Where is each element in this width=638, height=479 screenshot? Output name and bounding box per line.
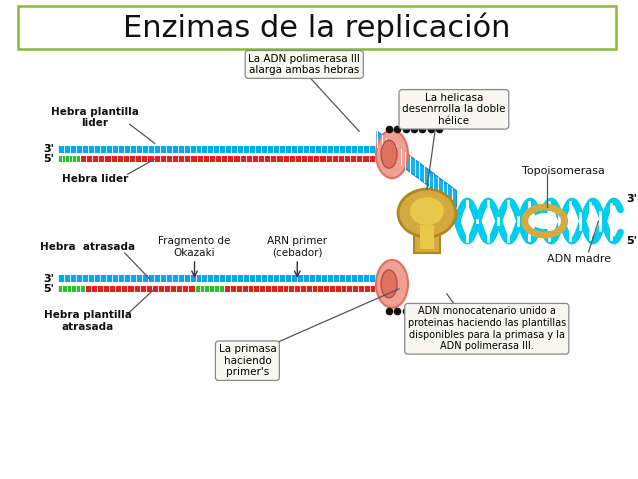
Bar: [58, 156, 80, 162]
Text: 5': 5': [627, 236, 637, 246]
Bar: [195, 286, 225, 292]
Polygon shape: [377, 131, 457, 207]
Text: Enzimas de la replicación: Enzimas de la replicación: [124, 12, 511, 43]
Bar: [58, 275, 387, 283]
Bar: [225, 286, 387, 292]
Ellipse shape: [381, 270, 397, 298]
Ellipse shape: [398, 189, 456, 237]
Bar: [414, 221, 440, 253]
Text: Hebra lider: Hebra lider: [62, 174, 128, 184]
Text: ADN madre: ADN madre: [547, 254, 611, 264]
FancyBboxPatch shape: [18, 6, 616, 49]
Text: 5': 5': [43, 284, 54, 294]
Text: La primasa
haciendo
primer's: La primasa haciendo primer's: [218, 344, 276, 377]
Text: ARN primer
(cebador): ARN primer (cebador): [267, 236, 327, 258]
Text: La helicasa
desenrrolla la doble
hélice: La helicasa desenrrolla la doble hélice: [402, 93, 506, 126]
Bar: [85, 286, 195, 292]
Text: ADN monocatenario unido a
proteinas haciendo las plantillas
disponibles para la : ADN monocatenario unido a proteinas haci…: [408, 307, 566, 351]
Ellipse shape: [410, 197, 444, 225]
Ellipse shape: [376, 260, 408, 308]
Text: Topoisomerasa: Topoisomerasa: [522, 166, 605, 176]
Text: Hebra  atrasada: Hebra atrasada: [40, 242, 135, 252]
Text: 3': 3': [43, 144, 54, 154]
Bar: [80, 156, 387, 162]
Text: 3': 3': [627, 194, 637, 204]
Text: La ADN polimerasa III
alarga ambas hebras: La ADN polimerasa III alarga ambas hebra…: [248, 54, 360, 75]
Ellipse shape: [531, 213, 558, 229]
Bar: [420, 225, 434, 249]
Ellipse shape: [381, 140, 397, 168]
Text: 3': 3': [43, 274, 54, 284]
Text: 5': 5': [43, 154, 54, 164]
Text: Hebra plantilla
lider: Hebra plantilla lider: [51, 106, 138, 128]
Text: Fragmento de
Okazaki: Fragmento de Okazaki: [158, 236, 231, 258]
Bar: [58, 286, 85, 292]
Ellipse shape: [376, 130, 408, 178]
Text: Hebra plantilla
atrasada: Hebra plantilla atrasada: [44, 310, 131, 331]
Bar: [58, 146, 387, 153]
